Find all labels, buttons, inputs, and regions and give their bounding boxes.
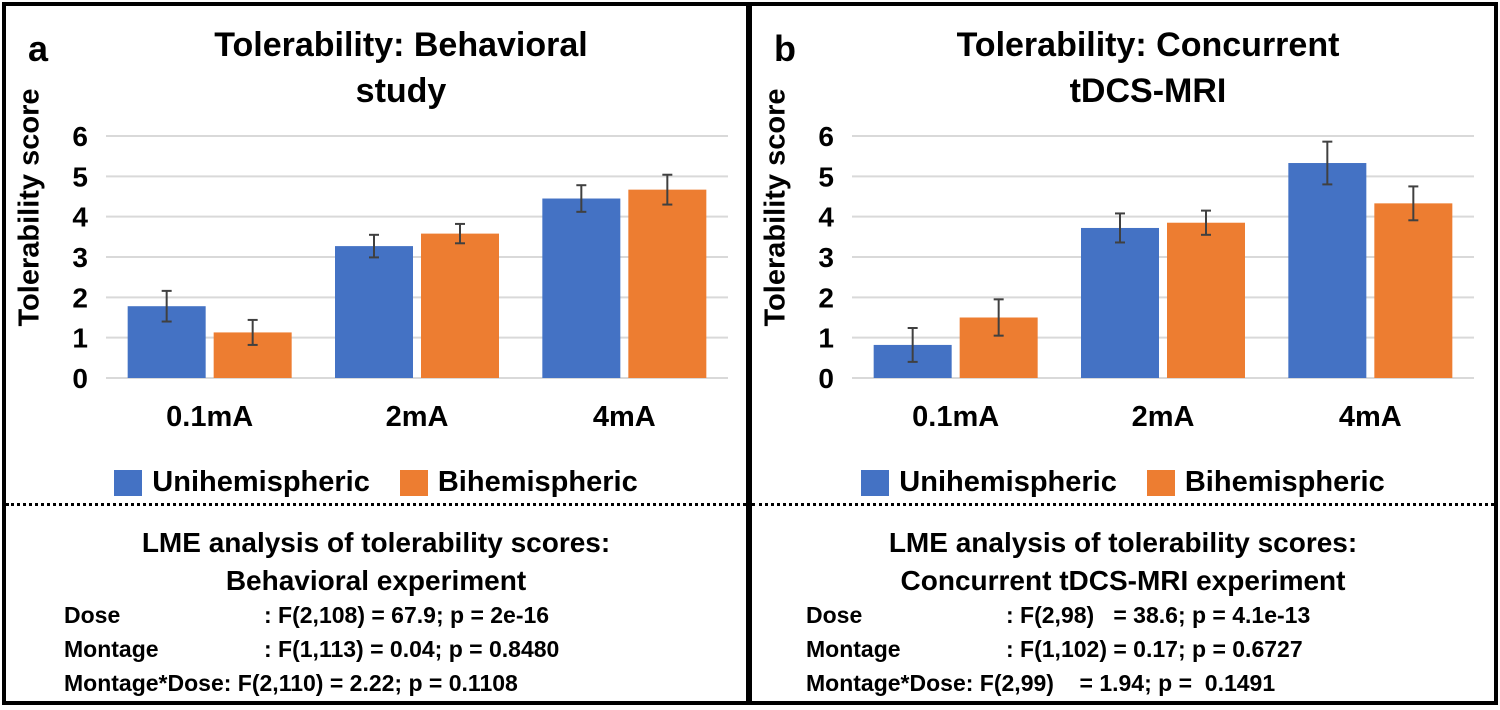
legend-swatch-unihemispheric xyxy=(114,469,143,496)
legend-label: Bihemispheric xyxy=(437,466,638,498)
x-tick-label: 2mA xyxy=(386,401,449,433)
legend-item-bihemispheric: Bihemispheric xyxy=(399,466,638,499)
chart-plot: 0 1 2 3 4 5 6 0.1mA 2mA 4mA xyxy=(72,121,728,433)
legend-label: Unihemispheric xyxy=(152,466,370,498)
lme-title: LME analysis of tolerability scores: Con… xyxy=(752,524,1494,600)
bar-bihemispheric-2mA xyxy=(421,233,499,378)
panel-letter: a xyxy=(28,28,49,69)
legend-label: Bihemispheric xyxy=(1184,466,1385,498)
stat-label: Montage xyxy=(64,636,159,662)
chart-title-line1: Tolerability: Behavioral xyxy=(214,26,588,64)
x-tick-label: 4mA xyxy=(593,401,656,433)
bar-bihemispheric-4mA xyxy=(628,189,707,378)
chart-title-line1: Tolerability: Concurrent xyxy=(956,26,1340,64)
stat-label: Montage*Dose xyxy=(806,670,966,696)
legend-item-bihemispheric: Bihemispheric xyxy=(1146,466,1385,499)
y-tick-label: 5 xyxy=(72,161,88,192)
x-tick-label: 0.1mA xyxy=(912,401,999,433)
y-tick-label: 1 xyxy=(818,323,834,354)
chart-title-line2: tDCS-MRI xyxy=(1069,72,1227,110)
stat-row-montage-dose: Montage*Dose : F(2,110) = 2.22; p = 0.11… xyxy=(64,666,559,700)
y-tick-label: 3 xyxy=(72,242,88,273)
stat-row-montage-dose: Montage*Dose : F(2,99) = 1.94; p = 0.149… xyxy=(806,666,1310,700)
y-tick-label: 2 xyxy=(818,282,834,313)
bar-unihemispheric-4mA xyxy=(1288,163,1367,378)
legend: Unihemispheric Bihemispheric xyxy=(752,466,1494,499)
chart-title: Tolerability: Behavioral study xyxy=(96,22,706,114)
legend-label: Unihemispheric xyxy=(899,466,1117,498)
y-tick-label: 5 xyxy=(818,161,834,192)
legend-swatch-unihemispheric xyxy=(861,469,890,496)
bar-unihemispheric-2mA xyxy=(1081,227,1159,378)
lme-stats: Dose : F(2,98) = 38.6; p = 4.1e-13 Monta… xyxy=(806,598,1310,700)
stat-label: Dose xyxy=(806,602,863,628)
y-tick-label: 4 xyxy=(72,202,88,233)
lme-title-line2: Concurrent tDCS-MRI experiment xyxy=(900,565,1346,596)
chart-title-line2: study xyxy=(355,72,447,110)
lme-title-line1: LME analysis of tolerability scores: xyxy=(888,527,1358,558)
lme-title-line2: Behavioral experiment xyxy=(225,565,527,596)
x-tick-label: 0.1mA xyxy=(166,401,253,433)
stat-value: : F(1,113) = 0.04; p = 0.8480 xyxy=(264,636,560,662)
dotted-divider xyxy=(752,503,1494,506)
stat-value: : F(2,99) = 1.94; p = 0.1491 xyxy=(965,670,1276,696)
x-tick-label: 4mA xyxy=(1339,401,1402,433)
legend-item-unihemispheric: Unihemispheric xyxy=(114,466,370,499)
stat-row-dose: Dose : F(2,98) = 38.6; p = 4.1e-13 xyxy=(806,598,1310,632)
x-tick-label: 2mA xyxy=(1132,401,1195,433)
stat-row-montage: Montage : F(1,113) = 0.04; p = 0.8480 xyxy=(64,632,559,666)
dotted-divider xyxy=(6,503,746,506)
panel-b: b Tolerability: Concurrent tDCS-MRI Tole… xyxy=(750,2,1498,705)
bar-bihemispheric-2mA xyxy=(1167,222,1245,378)
y-tick-label: 4 xyxy=(818,202,834,233)
y-tick-label: 6 xyxy=(72,121,88,152)
lme-stats: Dose : F(2,108) = 67.9; p = 2e-16 Montag… xyxy=(64,598,559,700)
chart-title: Tolerability: Concurrent tDCS-MRI xyxy=(842,22,1454,114)
legend: Unihemispheric Bihemispheric xyxy=(6,466,746,499)
bar-unihemispheric-4mA xyxy=(542,198,621,378)
stat-value: : F(2,98) = 38.6; p = 4.1e-13 xyxy=(1006,602,1311,628)
stat-label: Dose xyxy=(64,602,121,628)
panel-a: a Tolerability: Behavioral study Tolerab… xyxy=(2,2,750,705)
bar-unihemispheric-2mA xyxy=(335,246,413,378)
stat-value: : F(2,108) = 67.9; p = 2e-16 xyxy=(264,602,550,628)
stat-value: : F(2,110) = 2.22; p = 0.1108 xyxy=(223,670,518,696)
lme-title-line1: LME analysis of tolerability scores: xyxy=(141,527,611,558)
legend-item-unihemispheric: Unihemispheric xyxy=(861,466,1117,499)
legend-swatch-bihemispheric xyxy=(399,469,428,496)
y-tick-label: 0 xyxy=(72,363,88,394)
stat-label: Montage*Dose xyxy=(64,670,224,696)
stat-label: Montage xyxy=(806,636,901,662)
lme-title: LME analysis of tolerability scores: Beh… xyxy=(6,524,746,600)
legend-swatch-bihemispheric xyxy=(1146,469,1175,496)
panel-letter: b xyxy=(774,28,796,69)
chart-plot: 0 1 2 3 4 5 6 0.1mA 2mA 4mA xyxy=(818,121,1474,433)
stat-value: : F(1,102) = 0.17; p = 0.6727 xyxy=(1006,636,1303,662)
y-tick-label: 6 xyxy=(818,121,834,152)
y-tick-label: 1 xyxy=(72,323,88,354)
stat-row-dose: Dose : F(2,108) = 67.9; p = 2e-16 xyxy=(64,598,559,632)
y-tick-label: 0 xyxy=(818,363,834,394)
y-tick-label: 2 xyxy=(72,282,88,313)
stat-row-montage: Montage : F(1,102) = 0.17; p = 0.6727 xyxy=(806,632,1310,666)
bar-bihemispheric-4mA xyxy=(1374,203,1453,378)
y-tick-label: 3 xyxy=(818,242,834,273)
